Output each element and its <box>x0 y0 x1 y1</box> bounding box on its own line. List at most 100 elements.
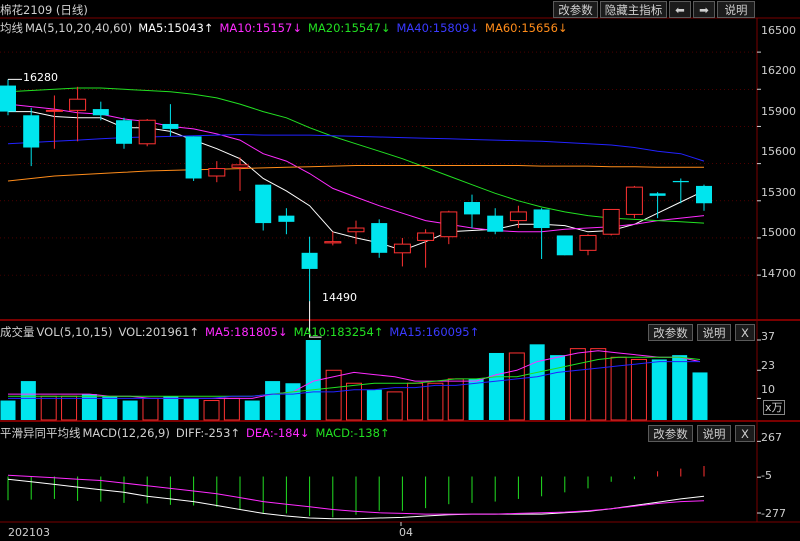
volume-bar-up <box>386 391 403 421</box>
candle-body-up <box>231 164 249 168</box>
macd-change-params-button[interactable]: 改参数 <box>648 425 693 442</box>
volume-bar-down <box>0 400 16 420</box>
volume-bar-up <box>427 382 444 421</box>
candle-body-down <box>533 209 550 229</box>
candle-body-down <box>371 223 388 253</box>
vol-params: VOL(5,10,15) <box>36 325 113 339</box>
chart-title: 棉花2109 (日线) <box>0 3 88 17</box>
ma-line-ma60 <box>7 165 704 182</box>
volume-bar-down <box>468 378 484 420</box>
diff-value: DIFF:-253↑ <box>175 426 241 440</box>
macd-line-diff <box>7 478 705 520</box>
hide-main-indicator-button[interactable]: 隐藏主指标 <box>600 1 667 18</box>
volume-bar-down <box>529 344 545 420</box>
volume-bar-down <box>244 400 260 420</box>
price-tick-label: 16500 <box>761 24 796 37</box>
macd-tick-label: -277 <box>761 507 786 520</box>
price-tick-label: 15900 <box>761 105 796 118</box>
candle-body-up <box>45 109 63 112</box>
macd-label: 平滑异同平均线 <box>0 426 81 440</box>
volume-bar-down <box>122 400 138 420</box>
volume-bar-up <box>223 397 240 421</box>
high-price-annotation: 16280 <box>23 71 58 84</box>
candle-body-up <box>602 208 620 235</box>
vol-help-button[interactable]: 说明 <box>697 324 731 341</box>
price-tick-label: 15000 <box>761 226 796 239</box>
volume-bar-down <box>183 398 199 420</box>
vol-ma-line-ma10 <box>8 356 701 397</box>
vol-change-params-button[interactable]: 改参数 <box>648 324 693 341</box>
volume-bar-down <box>265 381 281 420</box>
volume-bar-up <box>203 400 220 421</box>
candle-body-down <box>487 215 504 232</box>
macd-tick-label: 267 <box>761 431 782 444</box>
candle-body-up <box>417 232 435 241</box>
change-params-button[interactable]: 改参数 <box>553 1 598 18</box>
macd-help-button[interactable]: 说明 <box>697 425 731 442</box>
candle-body-down <box>116 120 132 144</box>
candle-body-down <box>649 193 666 196</box>
candle-body-down <box>162 123 179 129</box>
vol-value: VOL:201961↑ <box>118 325 200 339</box>
vol-tick-label: 37 <box>761 330 775 343</box>
dea-value: DEA:-184↓ <box>246 426 310 440</box>
candle-body-down <box>255 184 272 224</box>
candle-body-down <box>23 115 40 148</box>
ma-line-ma20 <box>7 87 705 224</box>
candle-body-down <box>92 109 109 116</box>
volume-bar-up <box>325 369 342 421</box>
x-tick-label: 04 <box>399 526 413 539</box>
candle-body-up <box>625 186 643 215</box>
volume-bar-down <box>102 396 118 420</box>
ma10-value: MA10:15157↓ <box>219 21 302 35</box>
price-tick-label: 15600 <box>761 145 796 158</box>
volume-bar-down <box>366 389 382 420</box>
x-tick-label: 202103 <box>8 526 50 539</box>
help-button[interactable]: 说明 <box>717 1 755 18</box>
ma-legend: 均线 MA(5,10,20,40,60) MA5:15043↑ MA10:15157↓… <box>0 19 574 37</box>
candle-body-down <box>278 215 295 222</box>
vol-close-icon[interactable]: X <box>735 324 755 341</box>
vol-unit-label: x万 <box>763 400 785 415</box>
candle-body-up <box>69 98 87 111</box>
vol-ma5-value: MA5:181805↓ <box>205 325 288 339</box>
volume-bar-down <box>692 372 708 420</box>
volume-bar-down <box>550 355 566 420</box>
low-annotation-leader <box>309 301 322 338</box>
low-price-annotation: 14490 <box>322 291 357 304</box>
candle-body-down <box>696 185 712 204</box>
candle-body-up <box>347 227 365 233</box>
volume-bar-down <box>20 381 36 420</box>
volume-bar-down <box>651 359 667 420</box>
vol-ma-line-ma15 <box>8 361 700 399</box>
ma5-value: MA5:15043↑ <box>138 21 214 35</box>
macd-value: MACD:-138↑ <box>315 426 390 440</box>
macd-tick-label: -5 <box>761 469 772 482</box>
price-tick-label: 15300 <box>761 186 796 199</box>
price-tick-label: 14700 <box>761 267 796 280</box>
ma-line-ma40 <box>7 133 705 162</box>
candle-body-down <box>672 180 689 183</box>
vol-tick-label: 10 <box>761 383 775 396</box>
ma-params: MA(5,10,20,40,60) <box>25 21 133 35</box>
volume-bar-up <box>590 348 607 421</box>
candle-body-down <box>185 136 202 179</box>
candle-body-down <box>301 252 318 269</box>
candle-body-up <box>579 234 597 251</box>
vol-tick-label: 23 <box>761 359 775 372</box>
candle-body-up <box>393 243 411 254</box>
volume-bar-down <box>81 394 97 420</box>
vol-ma10-value: MA10:183254↑ <box>293 325 384 339</box>
macd-close-icon[interactable]: X <box>735 425 755 442</box>
arrow-left-icon[interactable]: ⬅ <box>669 1 691 18</box>
vol-label: 成交量 <box>0 325 35 339</box>
candle-body-down <box>556 235 573 256</box>
candle-body-up <box>440 211 458 238</box>
volume-bar-up <box>630 358 647 421</box>
candle-body-down <box>0 85 16 112</box>
volume-bar-up <box>61 395 78 421</box>
ma-label: 均线 <box>0 21 23 35</box>
arrow-right-icon[interactable]: ➡ <box>693 1 715 18</box>
